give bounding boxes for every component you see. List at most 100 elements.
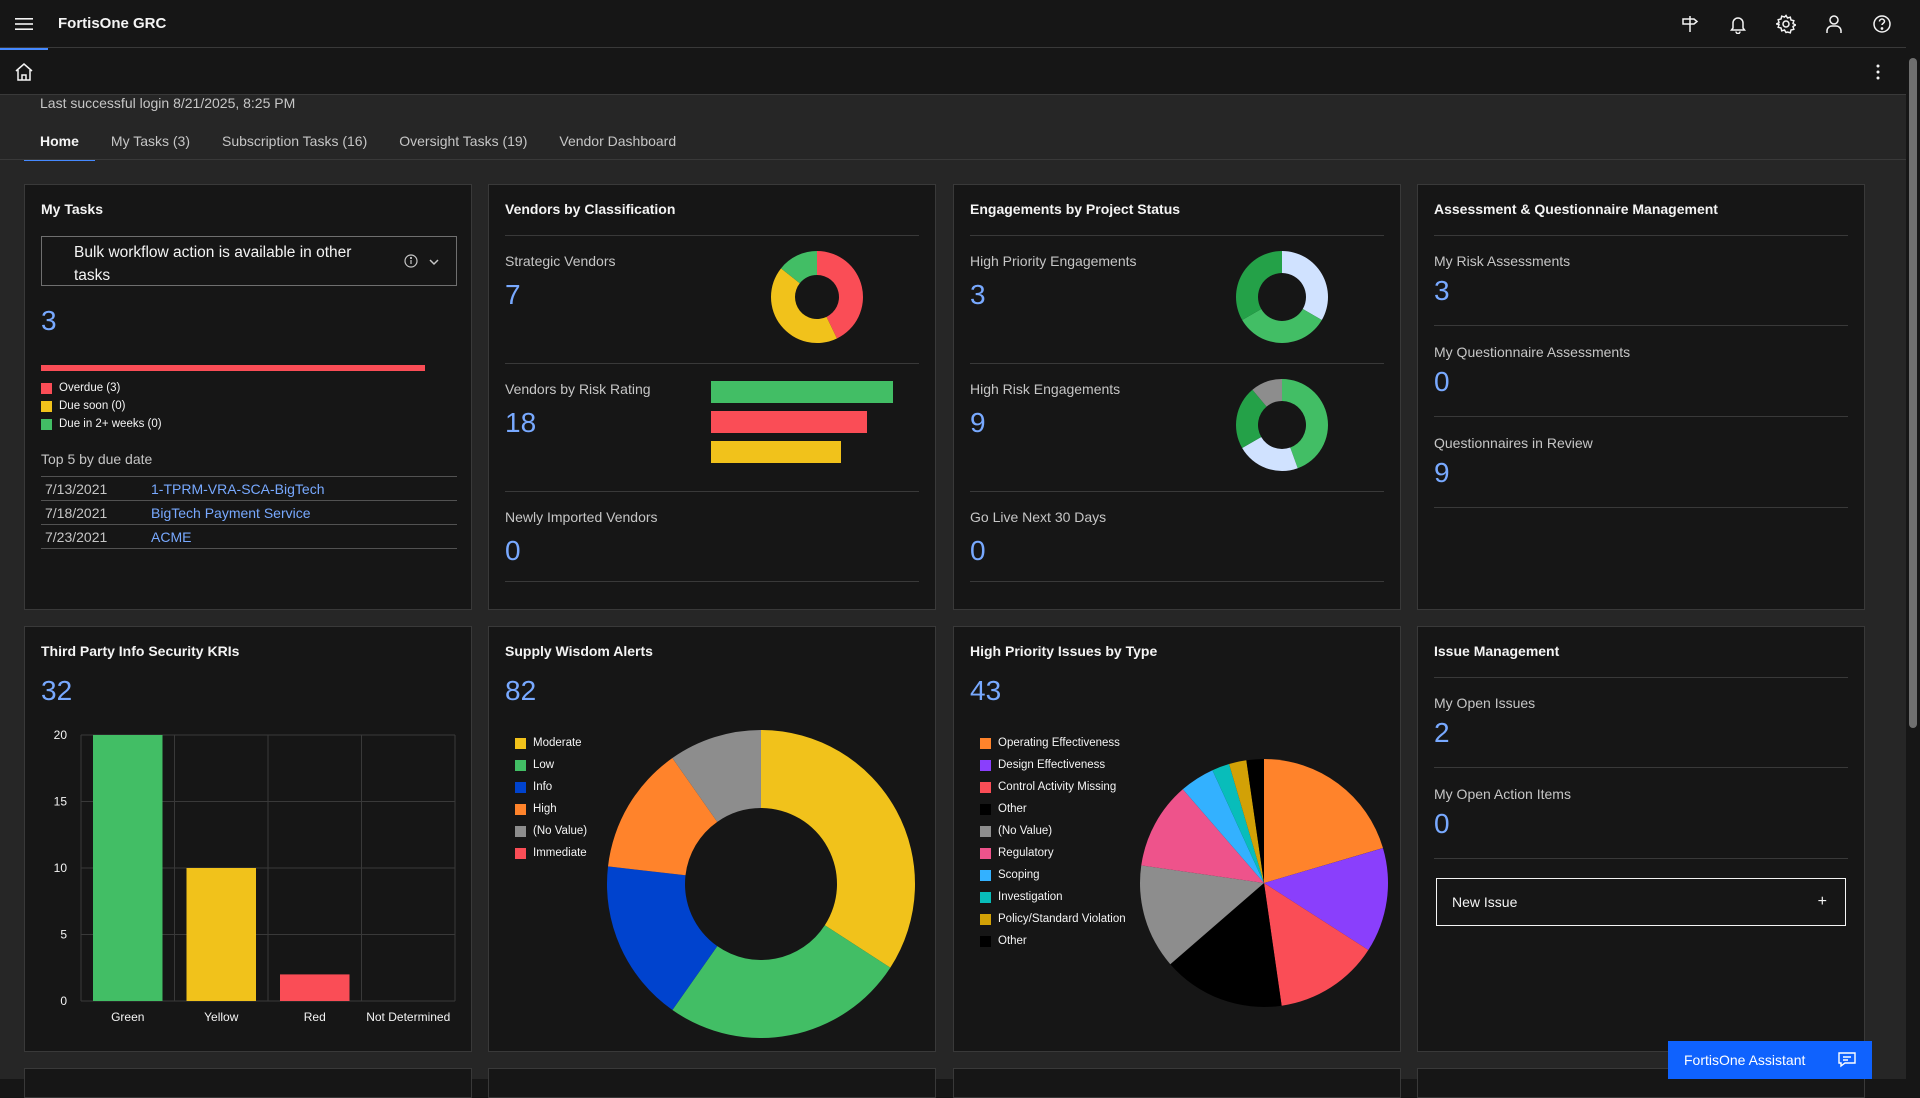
help-icon[interactable] (1858, 0, 1906, 48)
issues-legend-item[interactable]: Control Activity Missing (980, 776, 1126, 798)
issues-slice[interactable] (1264, 759, 1383, 883)
new-issue-button[interactable]: New Issue + (1436, 878, 1846, 926)
strategic-donut[interactable] (767, 247, 867, 347)
high-risk-label[interactable]: High Risk Engagements (970, 381, 1121, 397)
risk-rating-bar[interactable] (711, 441, 841, 463)
chevron-down-icon[interactable] (428, 255, 440, 273)
issues-slice[interactable] (1264, 883, 1369, 1006)
high-risk-value[interactable]: 9 (970, 407, 986, 438)
row-link[interactable]: ACME (151, 528, 192, 545)
go-live-label[interactable]: Go Live Next 30 Days (970, 509, 1107, 525)
info-icon[interactable] (404, 254, 418, 273)
bulk-action-notice[interactable]: Bulk workflow action is available in oth… (41, 236, 457, 286)
high-priority-slice[interactable] (1236, 251, 1282, 320)
strategic-slice[interactable] (781, 251, 817, 284)
open-issues-value[interactable]: 2 (1434, 717, 1450, 748)
issues-legend-item[interactable]: Operating Effectiveness (980, 732, 1126, 754)
menu-icon[interactable] (0, 0, 48, 48)
questionnaire-assessments-value[interactable]: 0 (1434, 366, 1450, 397)
supply-legend-item[interactable]: Info (515, 776, 587, 798)
settings-icon[interactable] (1762, 0, 1810, 48)
go-live-value[interactable]: 0 (970, 535, 986, 566)
supply-legend-item[interactable]: (No Value) (515, 820, 587, 842)
supply-legend-item[interactable]: Moderate (515, 732, 587, 754)
questionnaires-review-value[interactable]: 9 (1434, 457, 1450, 488)
strategic-value[interactable]: 7 (505, 279, 521, 310)
kri-bar[interactable] (186, 868, 257, 1001)
imported-value[interactable]: 0 (505, 535, 521, 566)
high-risk-donut[interactable] (1232, 375, 1332, 475)
kri-bar[interactable] (280, 974, 350, 1001)
issues-slice[interactable] (1170, 883, 1282, 1007)
assistant-button[interactable]: FortisOne Assistant (1668, 1041, 1872, 1079)
risk-assessments-value[interactable]: 3 (1434, 275, 1450, 306)
issues-legend-item[interactable]: Regulatory (980, 842, 1126, 864)
issues-pie-chart[interactable] (1134, 753, 1394, 1013)
strategic-slice[interactable] (771, 268, 837, 343)
issues-legend-item[interactable]: Design Effectiveness (980, 754, 1126, 776)
high-risk-slice[interactable] (1236, 389, 1267, 448)
action-items-label[interactable]: My Open Action Items (1434, 786, 1571, 802)
user-icon[interactable] (1810, 0, 1858, 48)
open-issues-label[interactable]: My Open Issues (1434, 695, 1536, 711)
risk-rating-value[interactable]: 18 (505, 407, 537, 438)
issues-legend-item[interactable]: Investigation (980, 886, 1126, 908)
issues-slice[interactable] (1264, 848, 1388, 951)
high-priority-label[interactable]: High Priority Engagements (970, 253, 1137, 269)
supply-legend-item[interactable]: Low (515, 754, 587, 776)
high-risk-slice[interactable] (1242, 437, 1298, 471)
issues-legend-item[interactable]: Other (980, 930, 1126, 952)
risk-rating-label[interactable]: Vendors by Risk Rating (505, 381, 651, 397)
supply-donut-chart[interactable] (601, 724, 921, 1044)
issues-slice[interactable] (1229, 760, 1264, 883)
supply-slice[interactable] (608, 758, 718, 876)
questionnaire-assessments-label[interactable]: My Questionnaire Assessments (1434, 344, 1631, 360)
tab-my-tasks[interactable]: My Tasks (3) (110, 133, 190, 149)
issues-legend-item[interactable]: Policy/Standard Violation (980, 908, 1126, 930)
issues-legend-item[interactable]: Other (980, 798, 1126, 820)
high-risk-slice[interactable] (1252, 379, 1282, 407)
supply-slice[interactable] (607, 866, 718, 1010)
risk-rating-bar[interactable] (711, 411, 867, 433)
scrollbar[interactable] (1906, 0, 1920, 1079)
high-priority-slice[interactable] (1282, 251, 1328, 320)
risk-rating-bar[interactable] (711, 381, 893, 403)
high-priority-donut[interactable] (1232, 247, 1332, 347)
row-link[interactable]: 1-TPRM-VRA-SCA-BigTech (151, 480, 325, 497)
supply-legend-item[interactable]: High (515, 798, 587, 820)
action-items-value[interactable]: 0 (1434, 808, 1450, 839)
kri-bar-chart[interactable]: 0 5 10 15 20 Green Yellow Red Not Determined (25, 727, 471, 1047)
supply-slice[interactable] (761, 730, 915, 968)
tab-home[interactable]: Home (24, 125, 95, 161)
strategic-slice[interactable] (817, 251, 863, 339)
tab-subscription-tasks[interactable]: Subscription Tasks (16) (222, 133, 368, 149)
imported-label[interactable]: Newly Imported Vendors (505, 509, 658, 525)
strategic-label[interactable]: Strategic Vendors (505, 253, 616, 269)
issues-slice[interactable] (1141, 789, 1264, 883)
signpost-icon[interactable] (1666, 0, 1714, 48)
overflow-menu-icon[interactable] (1866, 60, 1890, 84)
issues-slice[interactable] (1182, 770, 1264, 883)
row-link[interactable]: BigTech Payment Service (151, 504, 311, 521)
issues-legend-item[interactable]: Scoping (980, 864, 1126, 886)
risk-assessments-label[interactable]: My Risk Assessments (1434, 253, 1571, 269)
supply-slice[interactable] (672, 730, 761, 822)
issues-slice[interactable] (1212, 764, 1264, 883)
high-priority-value[interactable]: 3 (970, 279, 986, 310)
kri-total: 32 (41, 675, 73, 706)
scrollbar-thumb[interactable] (1909, 58, 1917, 728)
risk-rating-bars[interactable] (711, 381, 901, 471)
supply-legend-item[interactable]: Immediate (515, 842, 587, 864)
tab-vendor-dashboard[interactable]: Vendor Dashboard (559, 133, 677, 149)
home-icon[interactable] (0, 48, 48, 94)
high-risk-slice[interactable] (1282, 379, 1328, 469)
high-priority-slice[interactable] (1242, 309, 1322, 343)
kri-bar[interactable] (93, 735, 163, 1001)
supply-slice[interactable] (672, 925, 891, 1038)
notification-icon[interactable] (1714, 0, 1762, 48)
issues-legend-item[interactable]: (No Value) (980, 820, 1126, 842)
questionnaires-review-label[interactable]: Questionnaires in Review (1434, 435, 1593, 451)
issues-slice[interactable] (1140, 865, 1264, 965)
tab-oversight-tasks[interactable]: Oversight Tasks (19) (399, 133, 528, 149)
issues-slice[interactable] (1246, 759, 1264, 883)
